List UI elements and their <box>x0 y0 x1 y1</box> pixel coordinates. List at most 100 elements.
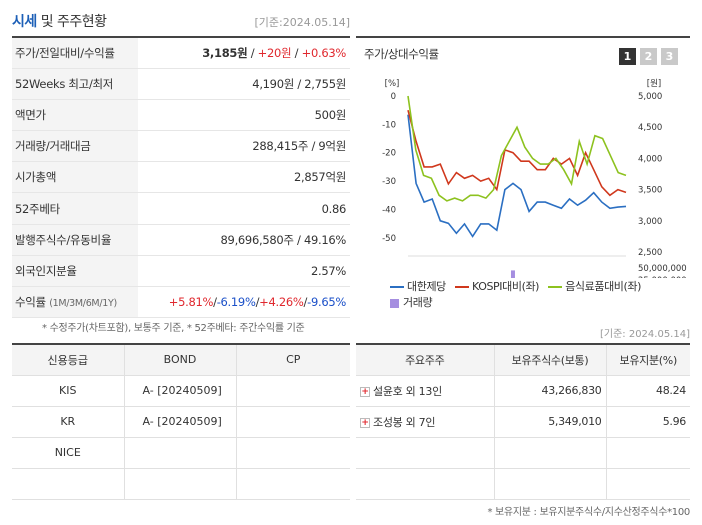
holder-name[interactable]: 설윤호 외 13인 <box>373 384 442 398</box>
bond-cell: A- [20240509] <box>124 375 237 407</box>
holder-pct: 5.96 <box>606 406 690 438</box>
table-row <box>356 437 690 469</box>
agency-cell <box>12 468 125 500</box>
credit-rating-table: 신용등급 BOND CP KIS A- [20240509] KR A- [2024… <box>12 343 350 500</box>
table-row: 액면가 500원 <box>12 99 350 132</box>
reference-date-2: [기준: 2024.05.14] <box>599 329 690 340</box>
table-row: KIS A- [20240509] <box>12 375 350 407</box>
holder-shares <box>494 437 607 469</box>
left-tick-label: -10 <box>382 120 396 130</box>
column-header: 신용등급 <box>12 343 125 376</box>
title-rest: 및 주주현황 <box>36 14 107 30</box>
column-header: CP <box>236 343 350 376</box>
legend-swatch <box>390 286 404 288</box>
legend-label: KOSPI대비(좌) <box>472 280 540 293</box>
right-tick-label: 2,500 <box>638 248 662 258</box>
legend-swatch <box>455 286 469 288</box>
volume-tick-label: 25,000,000 <box>638 276 687 278</box>
table-row: NICE <box>12 437 350 469</box>
right-tick-label: 3,500 <box>638 186 662 196</box>
chart-page-button[interactable]: 3 <box>661 48 678 65</box>
holder-name-cell: + 조성봉 외 7인 <box>356 406 495 438</box>
section-title: 시세 및 주주현황 <box>12 11 107 31</box>
holder-name-cell <box>356 468 495 500</box>
column-header: BOND <box>124 343 237 376</box>
table-row: 외국인지분율 2.57% <box>12 255 350 288</box>
column-header: 보유지분(%) <box>606 343 690 376</box>
returns-period: (1M/3M/6M/1Y) <box>49 298 117 310</box>
cp-cell <box>236 437 350 469</box>
bond-cell: A- [20240509] <box>124 406 237 438</box>
legend-item: 거래량 <box>390 294 433 310</box>
agency-cell: KR <box>12 406 125 438</box>
table-header-row: 신용등급 BOND CP <box>12 343 350 376</box>
left-tick-label: -20 <box>382 149 396 159</box>
right-tick-label: 4,000 <box>638 154 662 164</box>
holder-footnote: * 보유지분 : 보유지분주식수/지수산정주식수*100 <box>487 507 690 518</box>
holder-pct <box>606 437 690 469</box>
row-value: 2,857억원 <box>138 161 350 194</box>
series-line-1 <box>407 114 627 238</box>
table-row: + 조성봉 외 7인 5,349,010 5.96 <box>356 406 690 438</box>
row-value: 4,190원 / 2,755원 <box>138 68 350 100</box>
major-shareholders-table: 주요주주 보유주식수(보통) 보유지분(%) + 설윤호 외 13인 43,266… <box>356 343 690 500</box>
holder-name[interactable]: 조성봉 외 7인 <box>373 415 436 429</box>
volume-tick-label: 50,000,000 <box>638 264 687 274</box>
legend-item: KOSPI대비(좌) <box>455 278 539 294</box>
row-label: 거래량/거래대금 <box>12 130 138 163</box>
right-tick-label: 3,000 <box>638 217 662 227</box>
separator: / <box>303 295 308 310</box>
separator: / <box>213 295 217 310</box>
row-value: 0.86 <box>138 192 350 225</box>
price-value: 3,185원 / +20원 / +0.63% <box>138 35 350 69</box>
column-header: 주요주주 <box>356 343 495 376</box>
table-row: KR A- [20240509] <box>12 406 350 438</box>
table-row: 주가/전일대비/수익률 3,185원 / +20원 / +0.63% <box>12 35 350 69</box>
row-label: 시가총액 <box>12 161 138 194</box>
holder-shares: 43,266,830 <box>494 375 607 407</box>
holder-name-cell <box>356 437 495 469</box>
table-row: 시가총액 2,857억원 <box>12 161 350 194</box>
price-change: +20원 <box>257 45 292 60</box>
row-value: 500원 <box>138 99 350 132</box>
row-value: 89,696,580주 / 49.16% <box>138 224 350 256</box>
holder-pct: 48.24 <box>606 375 690 407</box>
table-row: 52Weeks 최고/최저 4,190원 / 2,755원 <box>12 68 350 100</box>
summary-footnote: * 수정주가(차트포함), 보통주 기준, * 52주베타: 주간수익률 기준 <box>42 323 305 334</box>
left-tick-label: -30 <box>382 177 396 187</box>
holder-pct <box>606 468 690 500</box>
price-rate: +0.63% <box>301 45 347 60</box>
holder-shares: 5,349,010 <box>494 406 607 438</box>
chart-legend: 대한제당 KOSPI대비(좌) 음식료품대비(좌) 거래량 <box>390 278 690 310</box>
price-chart: [%] [원] 0 -10 -20 -30 -40 -50 5,000 4,500 4,000 3,5… <box>382 79 687 278</box>
table-row <box>12 468 350 500</box>
title-highlight: 시세 <box>12 14 37 30</box>
legend-item: 음식료품대비(좌) <box>548 278 641 294</box>
row-label: 주가/전일대비/수익률 <box>12 35 138 69</box>
separator: / <box>255 295 260 310</box>
row-value: 2.57% <box>138 255 350 288</box>
separator: / <box>291 45 302 60</box>
table-row: 수익률 (1M/3M/6M/1Y) +5.81%/-6.19%/+4.26%/-… <box>12 286 350 319</box>
expand-icon[interactable]: + <box>360 386 370 397</box>
return-6m: +4.26% <box>259 295 304 310</box>
expand-icon[interactable]: + <box>360 417 370 428</box>
legend-swatch <box>548 286 563 288</box>
legend-label: 거래량 <box>403 296 433 309</box>
left-tick-label: -40 <box>382 205 396 215</box>
cp-cell <box>236 375 350 407</box>
row-label: 수익률 (1M/3M/6M/1Y) <box>12 286 138 319</box>
current-price: 3,185원 <box>202 45 248 60</box>
chart-page-button[interactable]: 2 <box>640 48 657 65</box>
row-value: 288,415주 / 9억원 <box>138 130 350 163</box>
row-label: 외국인지분율 <box>12 255 138 288</box>
agency-cell: NICE <box>12 437 125 469</box>
chart-page-button[interactable]: 1 <box>619 48 636 65</box>
table-row: + 설윤호 외 13인 43,266,830 48.24 <box>356 375 690 407</box>
table-row: 52주베타 0.86 <box>12 192 350 225</box>
separator: / <box>247 45 258 60</box>
legend-label: 음식료품대비(좌) <box>565 280 642 293</box>
legend-item: 대한제당 <box>390 278 446 294</box>
reference-date: [기준:2024.05.14] <box>254 16 350 29</box>
